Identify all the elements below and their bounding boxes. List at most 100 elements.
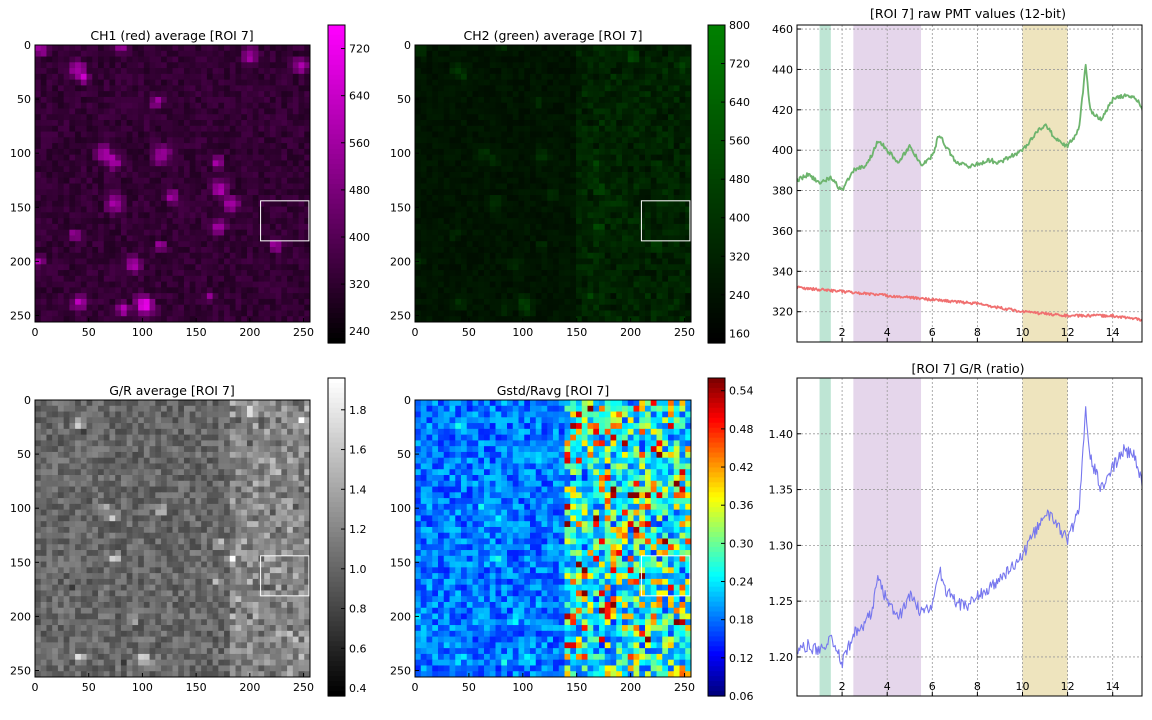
ch1-y-tick-label: 250 [10,310,31,323]
gr-image-panel: G/R average [ROI 7] 0 50 100 150 200 25005010… [10,377,367,697]
gstd-x-tick-label: 250 [674,681,695,694]
raw-axes-frame [796,24,1143,343]
ratio-y-tick-label: 1.35 [769,484,794,497]
gstd-y-tick-label: 150 [390,556,411,569]
raw-y-tick-label: 360 [772,225,793,238]
gr-y-tick-label: 100 [10,502,31,515]
gr-ratio-chart: [ROI 7] G/R (ratio) 2 4 6 8 10 12 14 1.20 1.25 1.… [769,361,1143,697]
gstd-x-tick-label: 50 [462,681,476,694]
ch1-heatmap [35,45,310,322]
gr-x-tick-label: 100 [132,681,153,694]
ratio-x-tick-label: 6 [929,680,936,693]
ch1-y-tick-label: 150 [10,201,31,214]
ratio-x-tick-label: 2 [839,680,846,693]
gr-colorbar-tick-label: 1.0 [349,563,367,576]
gstd-y-tick-label: 250 [390,665,411,678]
gr-colorbar-tick-label: 1.6 [349,444,367,457]
ch2-y-tick-label: 200 [390,255,411,268]
gstd-heatmap [415,400,691,677]
raw-plot-area [797,25,1142,342]
ch1-roi-box [260,200,310,242]
gr-roi-box [260,555,310,597]
ratio-axes-frame [796,377,1143,697]
ch2-x-tick-label: 200 [620,326,641,339]
ch2-axes-frame [414,44,692,323]
ch2-roi-box [640,200,691,242]
ch1-panel-title: CH1 (red) average [ROI 7] [90,28,253,43]
ch2-y-tick-label: 0 [404,39,411,52]
gr-colorbar: 1.8 1.6 1.4 1.2 1.0 0.8 0.6 0.4 [327,377,367,697]
raw-x-tick-label: 8 [974,326,981,339]
ch2-colorbar-tick-label: 320 [729,250,750,263]
gr-colorbar-tick-label: 0.8 [349,603,367,616]
gr-colorbar-tick-label: 1.8 [349,404,367,417]
gr-x-tick-label: 150 [186,681,207,694]
ratio-shaded-region [1022,378,1068,696]
raw-y-tick-label: 340 [772,265,793,278]
ch1-colorbar-tick-label: 480 [349,184,370,197]
ch1-x-tick-label: 0 [32,326,39,339]
ch2-colorbar-tick-label: 160 [729,327,750,340]
gr-y-tick-label: 50 [17,448,31,461]
ch1-x-tick-label: 100 [132,326,153,339]
ratio-x-tick-label: 10 [1015,680,1029,693]
ch1-y-tick-label: 100 [10,147,31,160]
ratio-x-tick-label: 8 [974,680,981,693]
ch2-x-tick-label: 250 [674,326,695,339]
gr-colorbar-tick-label: 1.2 [349,523,367,536]
raw-y-tick-label: 320 [772,306,793,319]
gr-panel-title: G/R average [ROI 7] [109,383,235,398]
ch1-x-tick-label: 200 [239,326,260,339]
ratio-y-tick-label: 1.30 [769,539,794,552]
gstd-colorbar-tick-label: 0.24 [729,576,754,589]
raw-y-tick-label: 460 [772,23,793,36]
gstd-colorbar-tick-label: 0.54 [729,385,754,398]
gr-heatmap [35,400,310,677]
gr-colorbar-frame [327,377,346,697]
gr-x-tick-label: 200 [239,681,260,694]
ch2-x-tick-label: 50 [462,326,476,339]
ch1-colorbar-tick-label: 240 [349,325,370,338]
ch2-y-tick-label: 150 [390,201,411,214]
ch1-x-tick-label: 150 [186,326,207,339]
ch2-colorbar: 800 720 640 560 480 400 320 240 160 [707,19,750,344]
ch1-y-tick-label: 0 [24,39,31,52]
raw-x-tick-label: 2 [839,326,846,339]
ch2-colorbar-tick-label: 400 [729,212,750,225]
ratio-plot-area [797,378,1142,696]
raw-pmt-chart-title: [ROI 7] raw PMT values (12-bit) [870,6,1066,21]
gstd-x-tick-label: 200 [620,681,641,694]
raw-shaded-region [819,25,831,342]
ratio-x-tick-label: 12 [1061,680,1075,693]
ratio-shaded-region [853,378,922,696]
gstd-x-tick-label: 100 [512,681,533,694]
ratio-y-tick-label: 1.25 [769,595,794,608]
ratio-y-tick-label: 1.40 [769,428,794,441]
ch1-colorbar-tick-label: 720 [349,43,370,56]
raw-x-tick-label: 4 [884,326,891,339]
gstd-colorbar-tick-label: 0.30 [729,537,754,550]
ch2-panel-title: CH2 (green) average [ROI 7] [464,28,643,43]
ch1-x-tick-label: 250 [293,326,314,339]
gstd-colorbar-tick-label: 0.48 [729,423,754,436]
gr-axes-frame [34,399,311,678]
gstd-colorbar: 0.54 0.48 0.42 0.36 0.30 0.24 0.18 0.12 0.06 [707,377,754,703]
gstd-x-tick-label: 0 [412,681,419,694]
raw-y-tick-label: 420 [772,104,793,117]
ch2-colorbar-frame [707,24,726,344]
gr-y-tick-label: 250 [10,665,31,678]
ch1-y-tick-label: 200 [10,255,31,268]
ch1-y-tick-label: 50 [17,93,31,106]
ch1-colorbar-tick-label: 320 [349,278,370,291]
gstd-y-tick-label: 100 [390,502,411,515]
ch1-x-tick-label: 50 [82,326,96,339]
ch2-y-tick-label: 100 [390,147,411,160]
ch1-image-panel: CH1 (red) average [ROI 7] 0 50 100 150 200 25… [10,24,370,344]
raw-x-tick-label: 14 [1106,326,1120,339]
ratio-y-tick-label: 1.20 [769,651,794,664]
raw-y-tick-label: 440 [772,63,793,76]
gr-colorbar-tick-label: 0.6 [349,642,367,655]
raw-x-tick-label: 12 [1061,326,1075,339]
ratio-x-tick-label: 4 [884,680,891,693]
ratio-x-tick-label: 14 [1106,680,1120,693]
